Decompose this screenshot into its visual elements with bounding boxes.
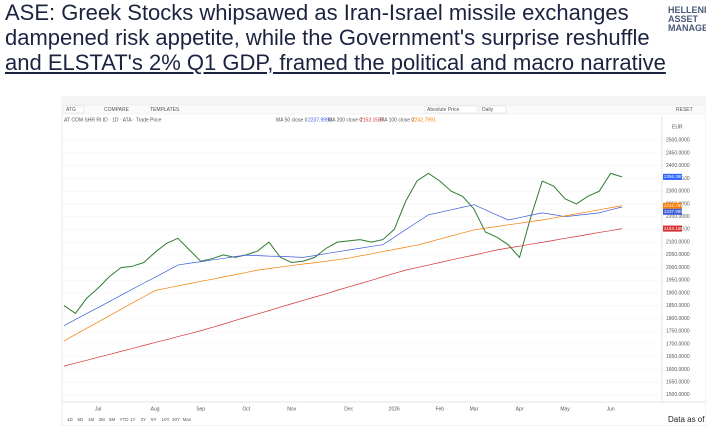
toolbar — [62, 97, 706, 105]
y-tick-label: 2400.0000 — [666, 163, 690, 169]
price-tag — [663, 173, 682, 180]
range-button[interactable]: YTD — [120, 417, 130, 422]
x-tick-label: Mar — [470, 406, 479, 412]
y-tick-label: 1750.0000 — [666, 329, 690, 335]
y-tick-label: 2100.0000 — [666, 239, 690, 245]
ma-line — [63, 228, 623, 367]
footer-note: Data as of — [668, 415, 705, 424]
range-button[interactable]: 10Y — [162, 417, 170, 422]
y-tick-label: 1950.0000 — [666, 278, 690, 284]
y-tick-label: 1800.0000 — [666, 316, 690, 322]
logo-text: HELLENIC — [668, 5, 706, 15]
ma-line — [63, 204, 623, 326]
compare-button[interactable]: COMPARE — [104, 107, 130, 113]
symbol[interactable]: ATG — [66, 107, 76, 113]
logo-text: ASSET — [668, 14, 699, 24]
x-tick-label: Aug — [151, 406, 160, 412]
x-tick-label: Sep — [196, 406, 205, 412]
legend-value: 2237.9990 — [308, 117, 332, 123]
price-tag — [663, 208, 682, 215]
x-tick-label: 2026 — [389, 406, 400, 412]
symbol-box[interactable] — [63, 105, 85, 114]
range-button[interactable]: 6M — [109, 417, 116, 422]
y-tick-label: 2500.0000 — [666, 138, 690, 144]
price-tag — [663, 225, 682, 232]
price-mode-box[interactable] — [424, 105, 478, 114]
price-tag-label: 2356.3900 — [664, 174, 686, 179]
title-line: and ELSTAT's 2% Q1 GDP, framed the polit… — [5, 50, 666, 75]
legend-prefix: AT COM SHR RI ID · 1D · ATA · Trade Pric… — [64, 117, 162, 123]
price-mode[interactable]: Absolute Price — [427, 107, 459, 113]
range-button[interactable]: 1M — [88, 417, 95, 422]
range-button[interactable]: 20Y — [172, 417, 180, 422]
x-tick-label: Dec — [344, 406, 353, 412]
y-tick-label: 1850.0000 — [666, 303, 690, 309]
legend-entry: MA 50 close 0 — [276, 117, 308, 123]
x-tick-label: Oct — [242, 406, 250, 412]
range-button[interactable]: 1Y — [130, 417, 136, 422]
y-tick-label: 1650.0000 — [666, 354, 690, 360]
y-tick-label: 1550.0000 — [666, 380, 690, 386]
range-button[interactable]: 5D — [78, 417, 85, 422]
chart-frame — [61, 96, 706, 426]
legend-entry: MA 200 close 0 — [328, 117, 362, 123]
interval[interactable]: Daily — [482, 107, 494, 113]
y-tick-label: 2450.0000 — [666, 150, 690, 156]
x-tick-label: Apr — [516, 406, 524, 412]
interval-box[interactable] — [479, 105, 507, 114]
range-button[interactable]: 5Y — [151, 417, 157, 422]
y-tick-label: 2000.0000 — [666, 265, 690, 271]
y-tick-label: 2200.0000 — [666, 214, 690, 220]
x-tick-label: Jul — [95, 406, 101, 412]
y-tick-label: 1900.0000 — [666, 290, 690, 296]
legend-value: 2242.7991 — [412, 117, 436, 123]
title-line: dampened risk appetite, while the Govern… — [5, 25, 650, 50]
y-tick-label: 1500.0000 — [666, 392, 690, 398]
toolbar — [61, 104, 706, 115]
ma-line — [63, 205, 623, 342]
range-button[interactable]: Max — [183, 417, 192, 422]
y-tick-label: 2050.0000 — [666, 252, 690, 258]
x-tick-label: Jun — [607, 406, 615, 412]
range-button[interactable]: 3Y — [141, 417, 147, 422]
title-line: ASE: Greek Stocks whipsawed as Iran-Isra… — [5, 0, 629, 25]
range-button[interactable]: 1D — [67, 417, 74, 422]
y-tick-label: 1700.0000 — [666, 341, 690, 347]
price-tag-label: 2237.9990 — [664, 209, 686, 214]
legend-entry: MA 100 close 0 — [380, 117, 414, 123]
price-tag-label: 2242.7991 — [664, 203, 686, 208]
reset-button[interactable]: RESET — [676, 107, 693, 113]
range-button[interactable]: 3M — [99, 417, 106, 422]
y-tick-label: 1600.0000 — [666, 367, 690, 373]
logo-text: MANAGE — [668, 23, 706, 33]
legend-value: 2153.1587 — [360, 117, 384, 123]
price-tag-label: 2153.1587 — [664, 226, 686, 231]
currency: EUR — [672, 124, 683, 130]
x-tick-label: May — [560, 406, 570, 412]
templates-button[interactable]: TEMPLATES — [150, 107, 180, 113]
price-line — [63, 172, 623, 315]
x-tick-label: Feb — [435, 406, 444, 412]
price-tag — [663, 202, 682, 209]
x-tick-label: Nov — [287, 406, 296, 412]
y-tick-label: 2300.0000 — [666, 189, 690, 195]
